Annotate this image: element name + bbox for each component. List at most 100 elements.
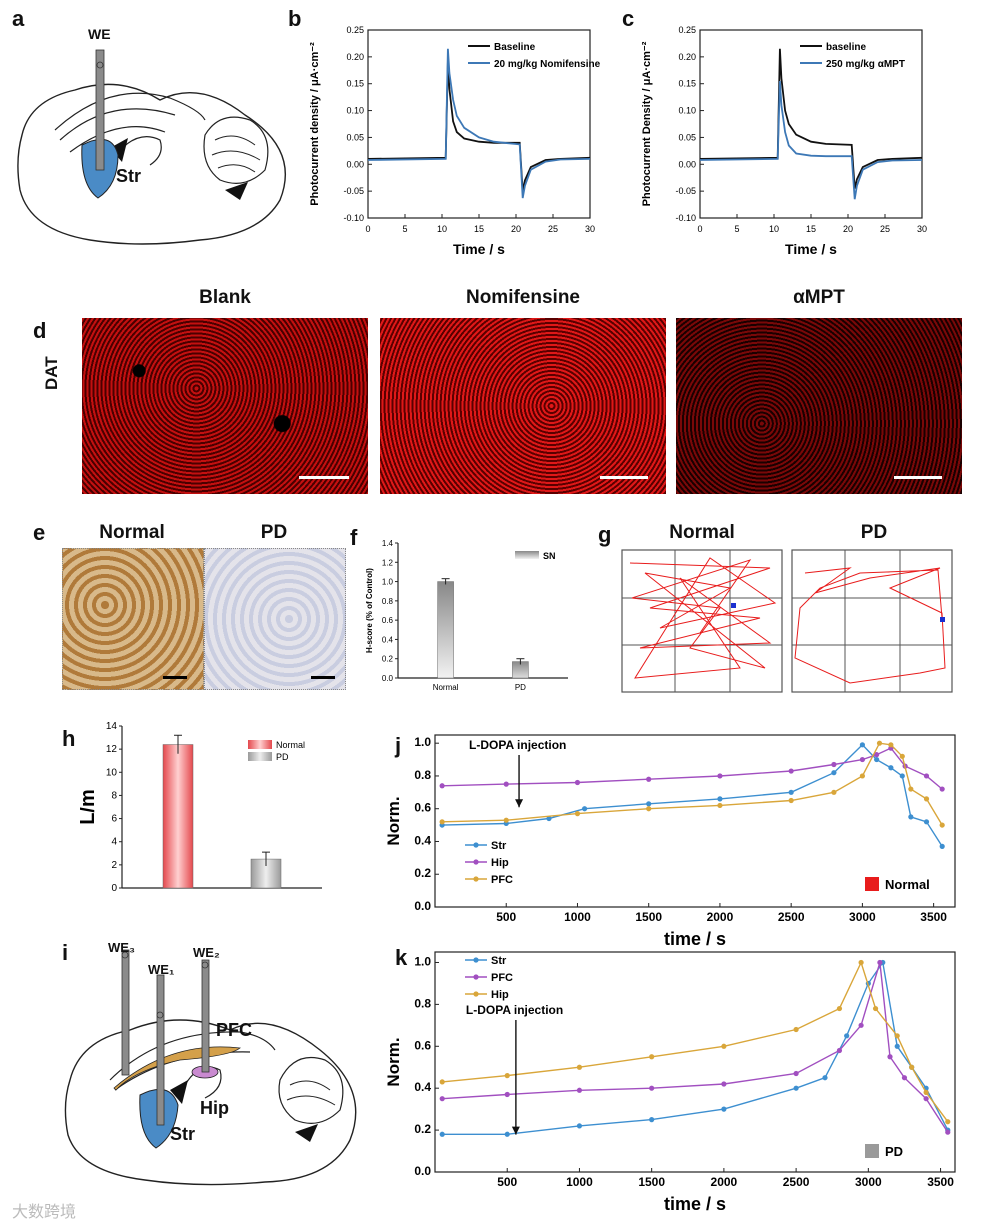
data-point [721,1106,727,1112]
data-point [576,1064,583,1070]
title-nomifensine: Nomifensine [465,287,581,308]
data-point [788,797,794,804]
x-tick-label: 3500 [920,910,947,924]
x-axis-label: time / s [664,1194,726,1214]
data-point [793,1070,799,1077]
brain-schematic-i [64,949,357,1186]
series-line-20-mg-kg-nomifensine [367,48,591,199]
legend-label: 250 mg/kg αMPT [826,59,905,70]
chart-b: 0 5 10 15 20 25 30 -0.10 -0.05 0.00 0.05 0.10 0.15 0.… [309,25,601,257]
title-blank: Blank [199,287,251,308]
annotation-arrowhead [515,799,524,808]
y-axis-label: Photocurrent density / μA·cm⁻² [309,42,321,206]
data-point [721,1081,727,1087]
x-tick-label: 3000 [849,910,876,924]
series-line-hip [442,960,949,1123]
data-point [901,1075,908,1081]
y-tick-label: -0.05 [343,186,364,196]
data-point [939,786,945,792]
x-tick-label: 1500 [638,1175,665,1189]
data-point [504,1073,510,1079]
x-tick-label: 15 [806,224,816,234]
panel-label-k: k [395,945,408,970]
y-tick-label: 0.15 [678,79,696,89]
panel-label-i: i [62,940,69,965]
series-line-baseline [699,48,923,189]
data-point [581,806,588,812]
label-we1: WE₁ [148,962,175,977]
open-field-tracks [621,549,953,693]
x-axis-label: Time / s [785,241,837,257]
y-tick-label: 0.25 [346,25,364,35]
data-point [831,770,837,776]
data-point [793,1026,799,1033]
y-tick-label: 14 [106,721,118,732]
y-tick-label: 0.6 [414,1038,431,1052]
y-axis-label: Norm. [385,1037,403,1086]
y-tick-label: 1.2 [382,558,394,567]
data-point [858,1022,864,1028]
y-tick-label: 0.15 [346,79,364,89]
series-line-250-mg-kg-mpt [699,80,923,200]
data-point [503,781,509,787]
y-tick-label: 0.2 [414,866,431,880]
x-tick-label: 3500 [927,1175,954,1189]
y-tick-label: 0.00 [678,159,696,169]
data-point [899,753,905,759]
y-tick-label: 0.0 [414,899,431,913]
legend-label: Baseline [494,42,536,53]
x-tick-label: 2500 [778,910,805,924]
legend-swatch [515,551,539,559]
data-point [945,1119,951,1125]
y-tick-label: 0.25 [678,25,696,35]
bar-normal [437,581,454,679]
legend-marker [473,842,479,848]
data-point [876,740,883,746]
legend-marker [473,991,479,997]
data-point [822,1075,828,1081]
x-tick-label: 3000 [855,1175,882,1189]
micrograph-blank [82,318,368,494]
title-ampt: αMPT [793,287,845,308]
data-point [894,1033,900,1039]
data-point [503,817,509,823]
y-tick-label: 1.0 [414,954,431,968]
legend-label: PFC [491,972,513,984]
label-we3: WE₃ [108,940,135,955]
panel-label-g: g [598,522,612,547]
y-tick-label: 0.10 [346,106,364,116]
micrograph-ampt [676,318,962,494]
x-tick-label: 1000 [566,1175,593,1189]
x-tick-label: 25 [880,224,890,234]
data-point [939,843,945,849]
x-tick-label: 0 [697,224,702,234]
y-tick-label: 0.4 [414,833,431,847]
legend-label: Hip [491,989,509,1001]
label-str-a: Str [116,166,142,186]
data-point [859,756,865,763]
title-e-pd: PD [260,522,288,543]
legend-marker [473,859,479,865]
title-e-normal: Normal [99,522,165,543]
data-point [717,773,723,779]
scale-bar [299,476,349,479]
data-point [899,773,905,779]
y-tick-label: -0.05 [675,186,696,196]
data-point [908,814,914,820]
chart-k: 500 1000 1500 2000 2500 3000 3500 0.0 0.2 0.4 0.6 0… [385,951,956,1214]
category-label: Normal [433,683,459,692]
data-point [874,756,880,763]
x-tick-label: 1500 [635,910,662,924]
data-point [649,1085,655,1091]
x-tick-label: 10 [769,224,779,234]
panel-label-d: d [33,318,47,343]
panel-label-j: j [395,733,402,758]
data-point [872,1005,879,1012]
data-point [546,815,552,822]
data-point [888,742,894,748]
data-point [888,765,894,771]
data-point [923,1096,929,1102]
y-tick-label: 2 [111,860,117,871]
data-point [859,773,865,779]
condition-swatch [865,1144,879,1158]
